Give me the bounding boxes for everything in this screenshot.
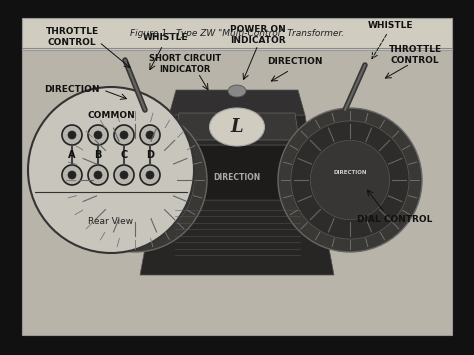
Circle shape <box>68 131 76 139</box>
Circle shape <box>120 131 128 139</box>
Text: A: A <box>68 150 76 160</box>
Ellipse shape <box>210 108 264 146</box>
Ellipse shape <box>228 85 246 97</box>
Circle shape <box>146 171 154 179</box>
Text: WHISTLE: WHISTLE <box>367 21 413 29</box>
Text: POWER ON
INDICATOR: POWER ON INDICATOR <box>230 25 286 45</box>
Circle shape <box>88 125 108 145</box>
Circle shape <box>95 140 174 220</box>
Text: THROTTLE
CONTROL: THROTTLE CONTROL <box>46 27 99 47</box>
Polygon shape <box>154 145 320 200</box>
Text: DIRECTION: DIRECTION <box>213 173 261 181</box>
Text: WHISTLE: WHISTLE <box>142 33 188 42</box>
Bar <box>22 18 452 50</box>
Polygon shape <box>169 90 305 115</box>
Text: Rear View: Rear View <box>89 218 134 226</box>
Text: THROTTLE
CONTROL: THROTTLE CONTROL <box>388 45 442 65</box>
Circle shape <box>63 108 207 252</box>
Circle shape <box>114 165 134 185</box>
Text: L: L <box>231 118 243 136</box>
Circle shape <box>114 125 134 145</box>
Circle shape <box>94 131 102 139</box>
Circle shape <box>76 121 194 239</box>
Circle shape <box>62 125 82 145</box>
Circle shape <box>88 165 108 185</box>
Text: DIRECTION: DIRECTION <box>44 86 100 94</box>
Text: C: C <box>120 150 128 160</box>
Text: COMMON: COMMON <box>87 110 135 120</box>
Circle shape <box>140 125 160 145</box>
Text: D: D <box>146 150 154 160</box>
Bar <box>22 40 452 335</box>
Text: B: B <box>94 150 102 160</box>
Circle shape <box>291 121 409 239</box>
Circle shape <box>62 165 82 185</box>
Text: DIRECTION: DIRECTION <box>267 58 323 66</box>
Circle shape <box>94 171 102 179</box>
Text: DIRECTION: DIRECTION <box>333 169 367 175</box>
Polygon shape <box>140 200 334 275</box>
Circle shape <box>146 131 154 139</box>
Circle shape <box>140 165 160 185</box>
Circle shape <box>28 87 194 253</box>
Circle shape <box>278 108 422 252</box>
Text: SHORT CIRCUIT
INDICATOR: SHORT CIRCUIT INDICATOR <box>149 54 221 74</box>
Circle shape <box>310 140 390 220</box>
Text: Figure 1—Type ZW "Multi-Control" Transformer.: Figure 1—Type ZW "Multi-Control" Transfo… <box>130 28 344 38</box>
Polygon shape <box>175 113 299 140</box>
Circle shape <box>68 171 76 179</box>
Polygon shape <box>164 115 310 145</box>
Circle shape <box>120 171 128 179</box>
Text: DIAL CONTROL: DIAL CONTROL <box>357 215 433 224</box>
